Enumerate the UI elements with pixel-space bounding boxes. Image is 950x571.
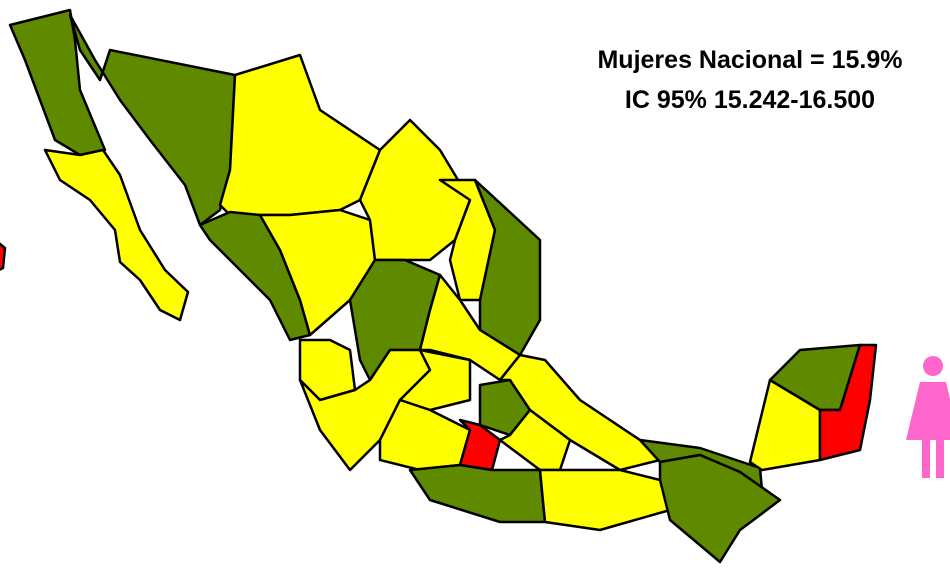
female-icon: [906, 356, 950, 478]
state: [538, 468, 672, 532]
state: [358, 118, 472, 262]
icon-leg: [936, 440, 944, 478]
state: [8, 8, 107, 157]
annotation-line: Mujeres Nacional = 15.9%: [597, 46, 902, 74]
states: [0, 8, 878, 564]
state: [378, 398, 472, 472]
state: [818, 343, 878, 462]
icon-head: [923, 356, 943, 376]
icon-leg: [922, 440, 930, 478]
state: [218, 53, 382, 217]
icon-dress: [906, 382, 950, 440]
state: [68, 13, 237, 227]
state: [408, 463, 547, 524]
state: [43, 148, 190, 322]
annotation-line: IC 95% 15.242-16.500: [625, 86, 875, 114]
state: [658, 453, 782, 564]
state: [0, 242, 7, 271]
